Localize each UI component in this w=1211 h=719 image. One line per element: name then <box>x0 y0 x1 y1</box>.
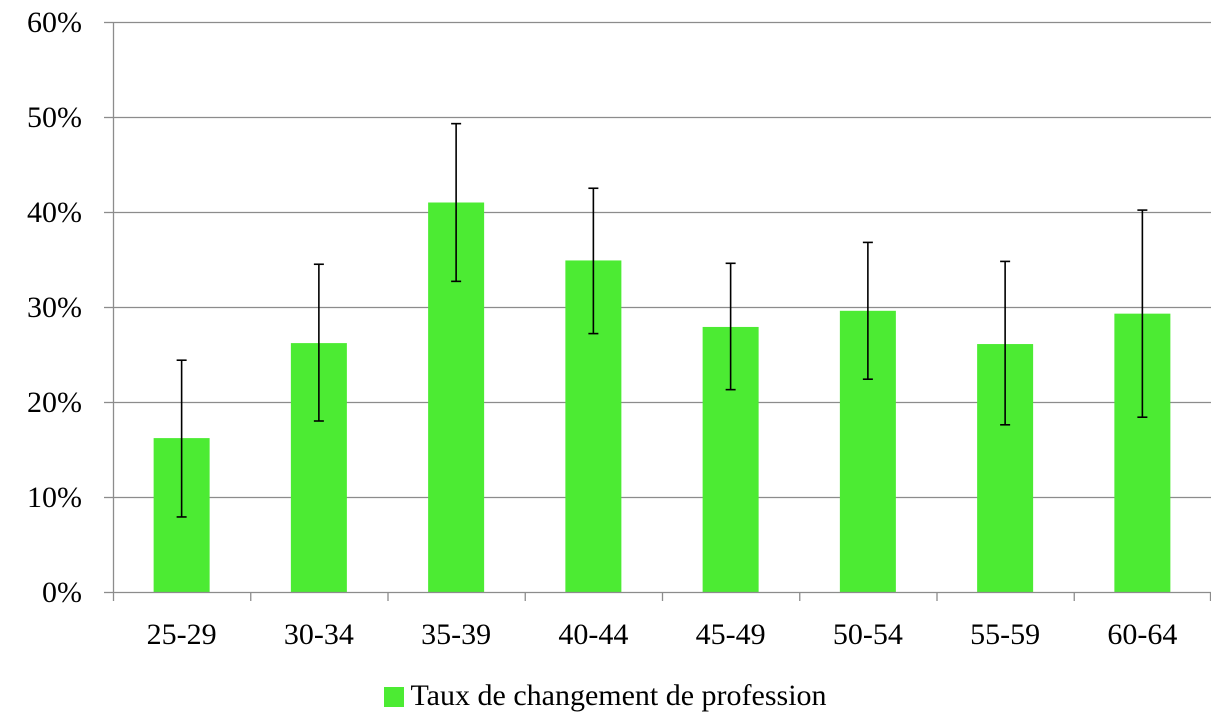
x-tick-label: 50-54 <box>833 618 903 651</box>
y-tick-labels: 0% 10% 20% 30% 40% 50% 60% <box>27 6 82 609</box>
x-tick-label: 30-34 <box>284 618 354 651</box>
legend-swatch <box>384 687 405 707</box>
y-tick-label: 30% <box>27 291 82 324</box>
x-tick-labels: 25-29 30-34 35-39 40-44 45-49 50-54 55-59 60-64 <box>147 618 1178 651</box>
x-tick-label: 45-49 <box>696 618 766 651</box>
bars <box>153 202 1171 592</box>
x-tick-label: 25-29 <box>147 618 217 651</box>
y-tick-label: 60% <box>27 6 82 39</box>
y-tick-label: 20% <box>27 386 82 419</box>
y-tick-label: 40% <box>27 196 82 229</box>
x-tick-label: 40-44 <box>558 618 628 651</box>
y-tick-label: 50% <box>27 101 82 134</box>
gridlines <box>113 21 1211 499</box>
legend-label: Taux de changement de profession <box>410 679 827 712</box>
error-bars <box>176 122 1148 518</box>
axes <box>104 21 1211 601</box>
y-tick-label: 0% <box>42 576 82 609</box>
x-tick-label: 55-59 <box>970 618 1040 651</box>
y-tick-label: 10% <box>27 481 82 514</box>
x-tick-label: 60-64 <box>1107 618 1177 651</box>
legend: Taux de changement de profession <box>0 676 1211 716</box>
x-tick-label: 35-39 <box>421 618 491 651</box>
